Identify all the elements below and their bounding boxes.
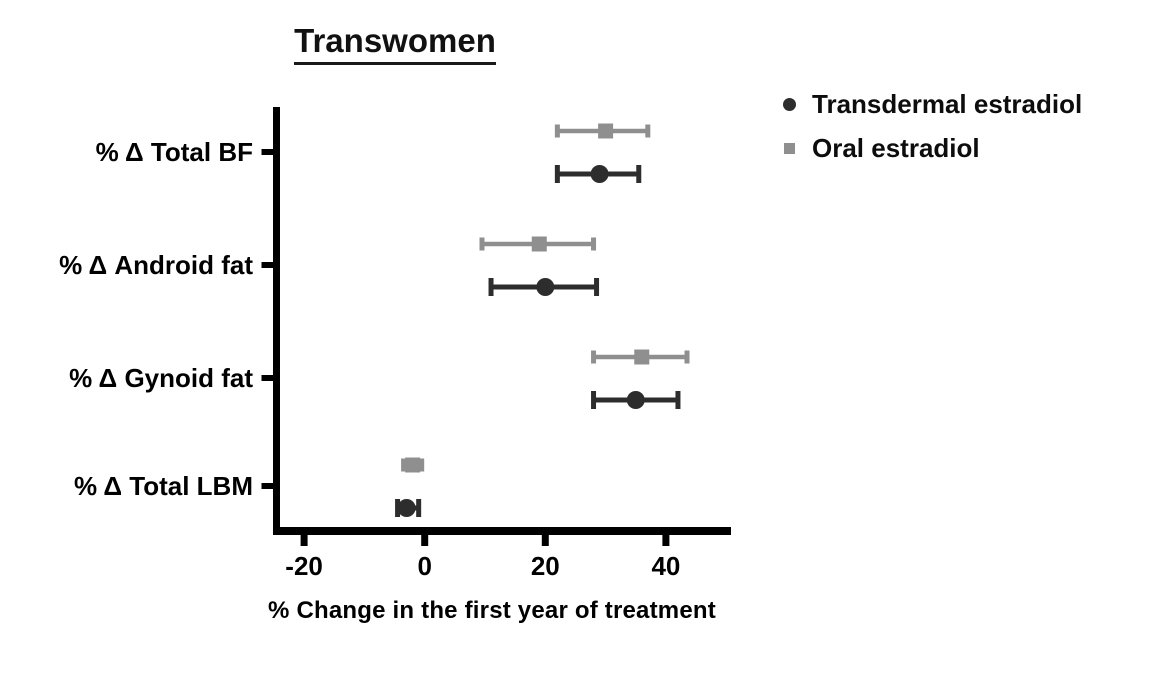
x-tick-label: 0	[417, 551, 431, 581]
legend-item-transdermal-estradiol: Transdermal estradiol	[781, 89, 1082, 120]
x-tick-label: -20	[285, 551, 323, 581]
square-marker-icon	[783, 143, 795, 154]
data-point-marker	[397, 499, 416, 517]
x-axis-title: % Change in the first year of treatment	[268, 597, 716, 624]
y-axis-label: % Δ Gynoid fat	[69, 363, 253, 393]
x-tick-label: 40	[651, 551, 680, 581]
data-point-marker	[590, 165, 609, 183]
data-point-marker	[634, 349, 650, 365]
data-point-marker	[531, 236, 547, 252]
legend-label: Oral estradiol	[812, 133, 980, 163]
legend: Transdermal estradiol Oral estradiol	[781, 89, 1082, 164]
y-axis-label: % Δ Total BF	[96, 137, 253, 167]
chart-title-text: Transwomen	[294, 22, 496, 65]
legend-marker-box	[781, 143, 797, 154]
data-point-marker	[536, 278, 555, 296]
chart-title: Transwomen	[250, 22, 540, 65]
legend-item-oral-estradiol: Oral estradiol	[781, 133, 1082, 164]
y-axis-label: % Δ Android fat	[59, 250, 253, 280]
data-point-marker	[405, 457, 421, 473]
data-point-marker	[626, 391, 645, 409]
y-axis-label: % Δ Total LBM	[74, 471, 253, 501]
legend-marker-box	[781, 98, 797, 111]
x-tick-label: 20	[531, 551, 560, 581]
data-point-marker	[598, 123, 614, 139]
circle-marker-icon	[782, 98, 796, 111]
legend-label: Transdermal estradiol	[812, 89, 1083, 119]
